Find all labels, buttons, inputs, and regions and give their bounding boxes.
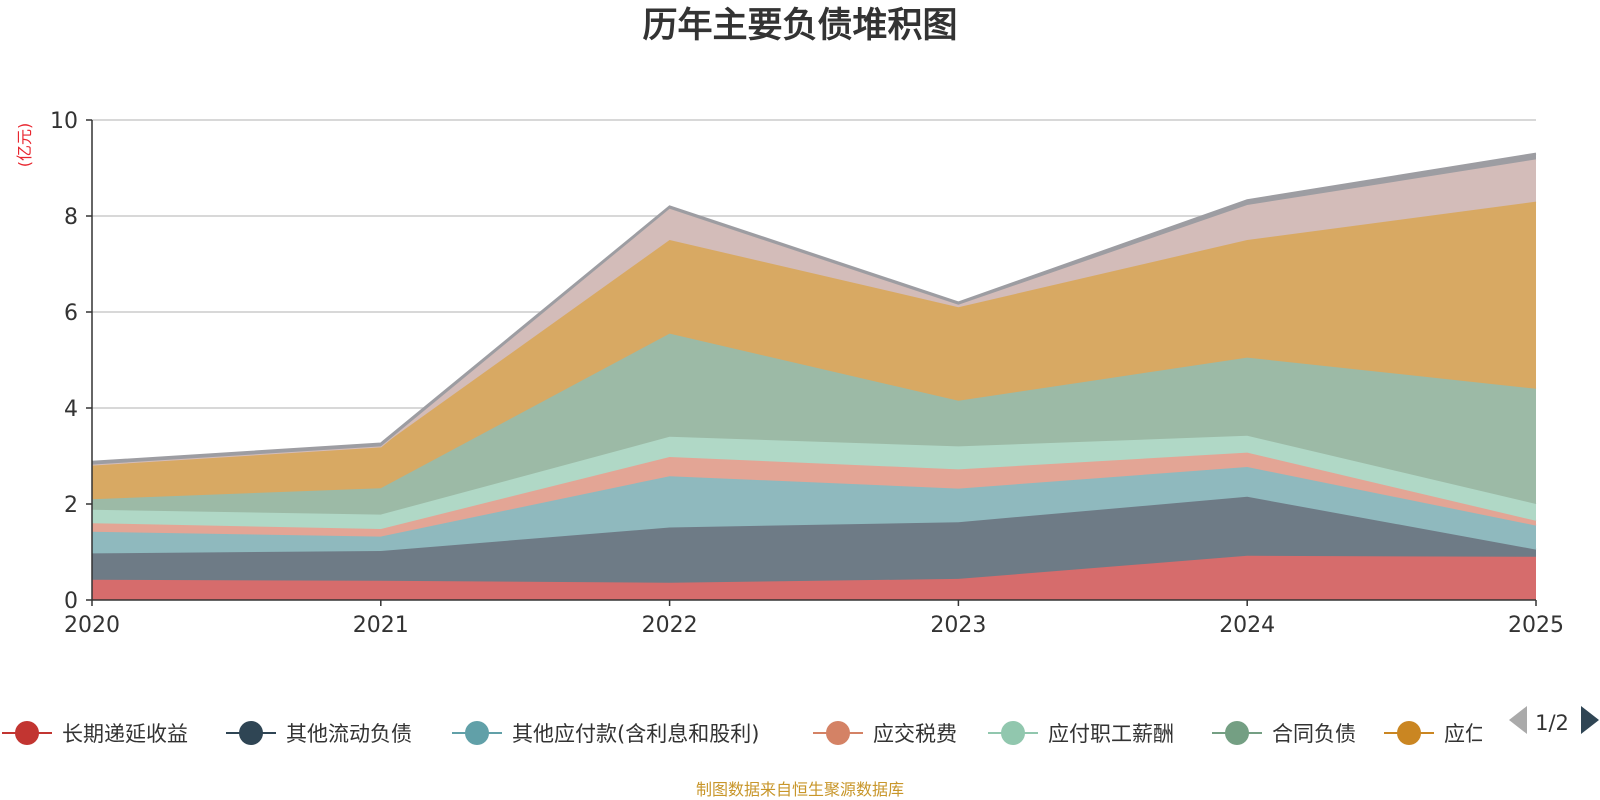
x-tick-label-3: 2023: [930, 613, 986, 638]
area-series-0: [92, 555, 1536, 600]
area-series-group: [91, 152, 1537, 600]
legend-page-indicator: 1/2: [1535, 711, 1569, 735]
legend-item-6[interactable]: 应仁: [1384, 721, 1486, 746]
legend-pagination: 1/2: [1509, 706, 1599, 735]
legend: 长期递延收益 其他流动负债 其他应付款(含利息和股利) 应交税费 应付职工薪酬 合同负债 应…: [2, 721, 1486, 746]
area-series-4: [92, 435, 1536, 529]
legend-marker-circle: [1225, 721, 1249, 745]
legend-next-page-icon[interactable]: [1581, 706, 1599, 734]
legend-prev-page-icon[interactable]: [1509, 706, 1527, 734]
legend-label: 合同负债: [1272, 722, 1356, 746]
x-tick-label-5: 2025: [1508, 613, 1564, 638]
legend-item-1[interactable]: 其他流动负债: [226, 721, 412, 746]
legend-marker-circle: [15, 721, 39, 745]
y-tick-label-5: 10: [50, 109, 78, 134]
legend-marker-circle: [1397, 721, 1421, 745]
area-series-1: [92, 496, 1536, 583]
area-series-7: [92, 159, 1536, 465]
legend-label: 其他应付款(含利息和股利): [512, 722, 759, 746]
legend-items: 长期递延收益 其他流动负债 其他应付款(含利息和股利) 应交税费 应付职工薪酬 合同负债 应…: [2, 721, 1486, 746]
legend-label: 其他流动负债: [286, 722, 412, 746]
y-tick-label-4: 8: [64, 205, 78, 230]
legend-item-3[interactable]: 应交税费: [813, 721, 957, 746]
area-series-2: [92, 467, 1536, 554]
source-note: 制图数据来自恒生聚源数据库: [696, 780, 904, 799]
x-tick-label-0: 2020: [64, 613, 120, 638]
legend-item-4[interactable]: 应付职工薪酬: [988, 721, 1174, 746]
x-tick-label-2: 2022: [642, 613, 698, 638]
legend-marker-circle: [826, 721, 850, 745]
legend-item-0[interactable]: 长期递延收益: [2, 721, 188, 746]
axes: 0 2 4 6 8 10 2020 2021 2022 2023 2024 2025: [50, 109, 1564, 638]
legend-item-2[interactable]: 其他应付款(含利息和股利): [452, 721, 759, 746]
area-series-6: [92, 201, 1536, 500]
x-tick-label-4: 2024: [1219, 613, 1275, 638]
area-series-5: [92, 333, 1536, 515]
legend-label: 应付职工薪酬: [1048, 722, 1174, 746]
legend-marker-circle: [1001, 721, 1025, 745]
x-tick-label-1: 2021: [353, 613, 409, 638]
area-series-line-8: [91, 152, 1537, 463]
y-tick-label-1: 2: [64, 493, 78, 518]
area-series-3: [92, 452, 1536, 537]
legend-item-5[interactable]: 合同负债: [1212, 721, 1356, 746]
y-tick-label-3: 6: [64, 301, 78, 326]
legend-marker-circle: [239, 721, 263, 745]
legend-marker-circle: [465, 721, 489, 745]
legend-label: 应仁: [1444, 722, 1486, 746]
legend-label: 应交税费: [873, 722, 957, 746]
y-axis-unit-label: (亿元): [15, 123, 34, 168]
y-tick-label-0: 0: [64, 589, 78, 614]
area-series-8: [92, 153, 1536, 465]
y-tick-label-2: 4: [64, 397, 78, 422]
chart-title: 历年主要负债堆积图: [642, 6, 957, 46]
legend-label: 长期递延收益: [62, 722, 188, 746]
